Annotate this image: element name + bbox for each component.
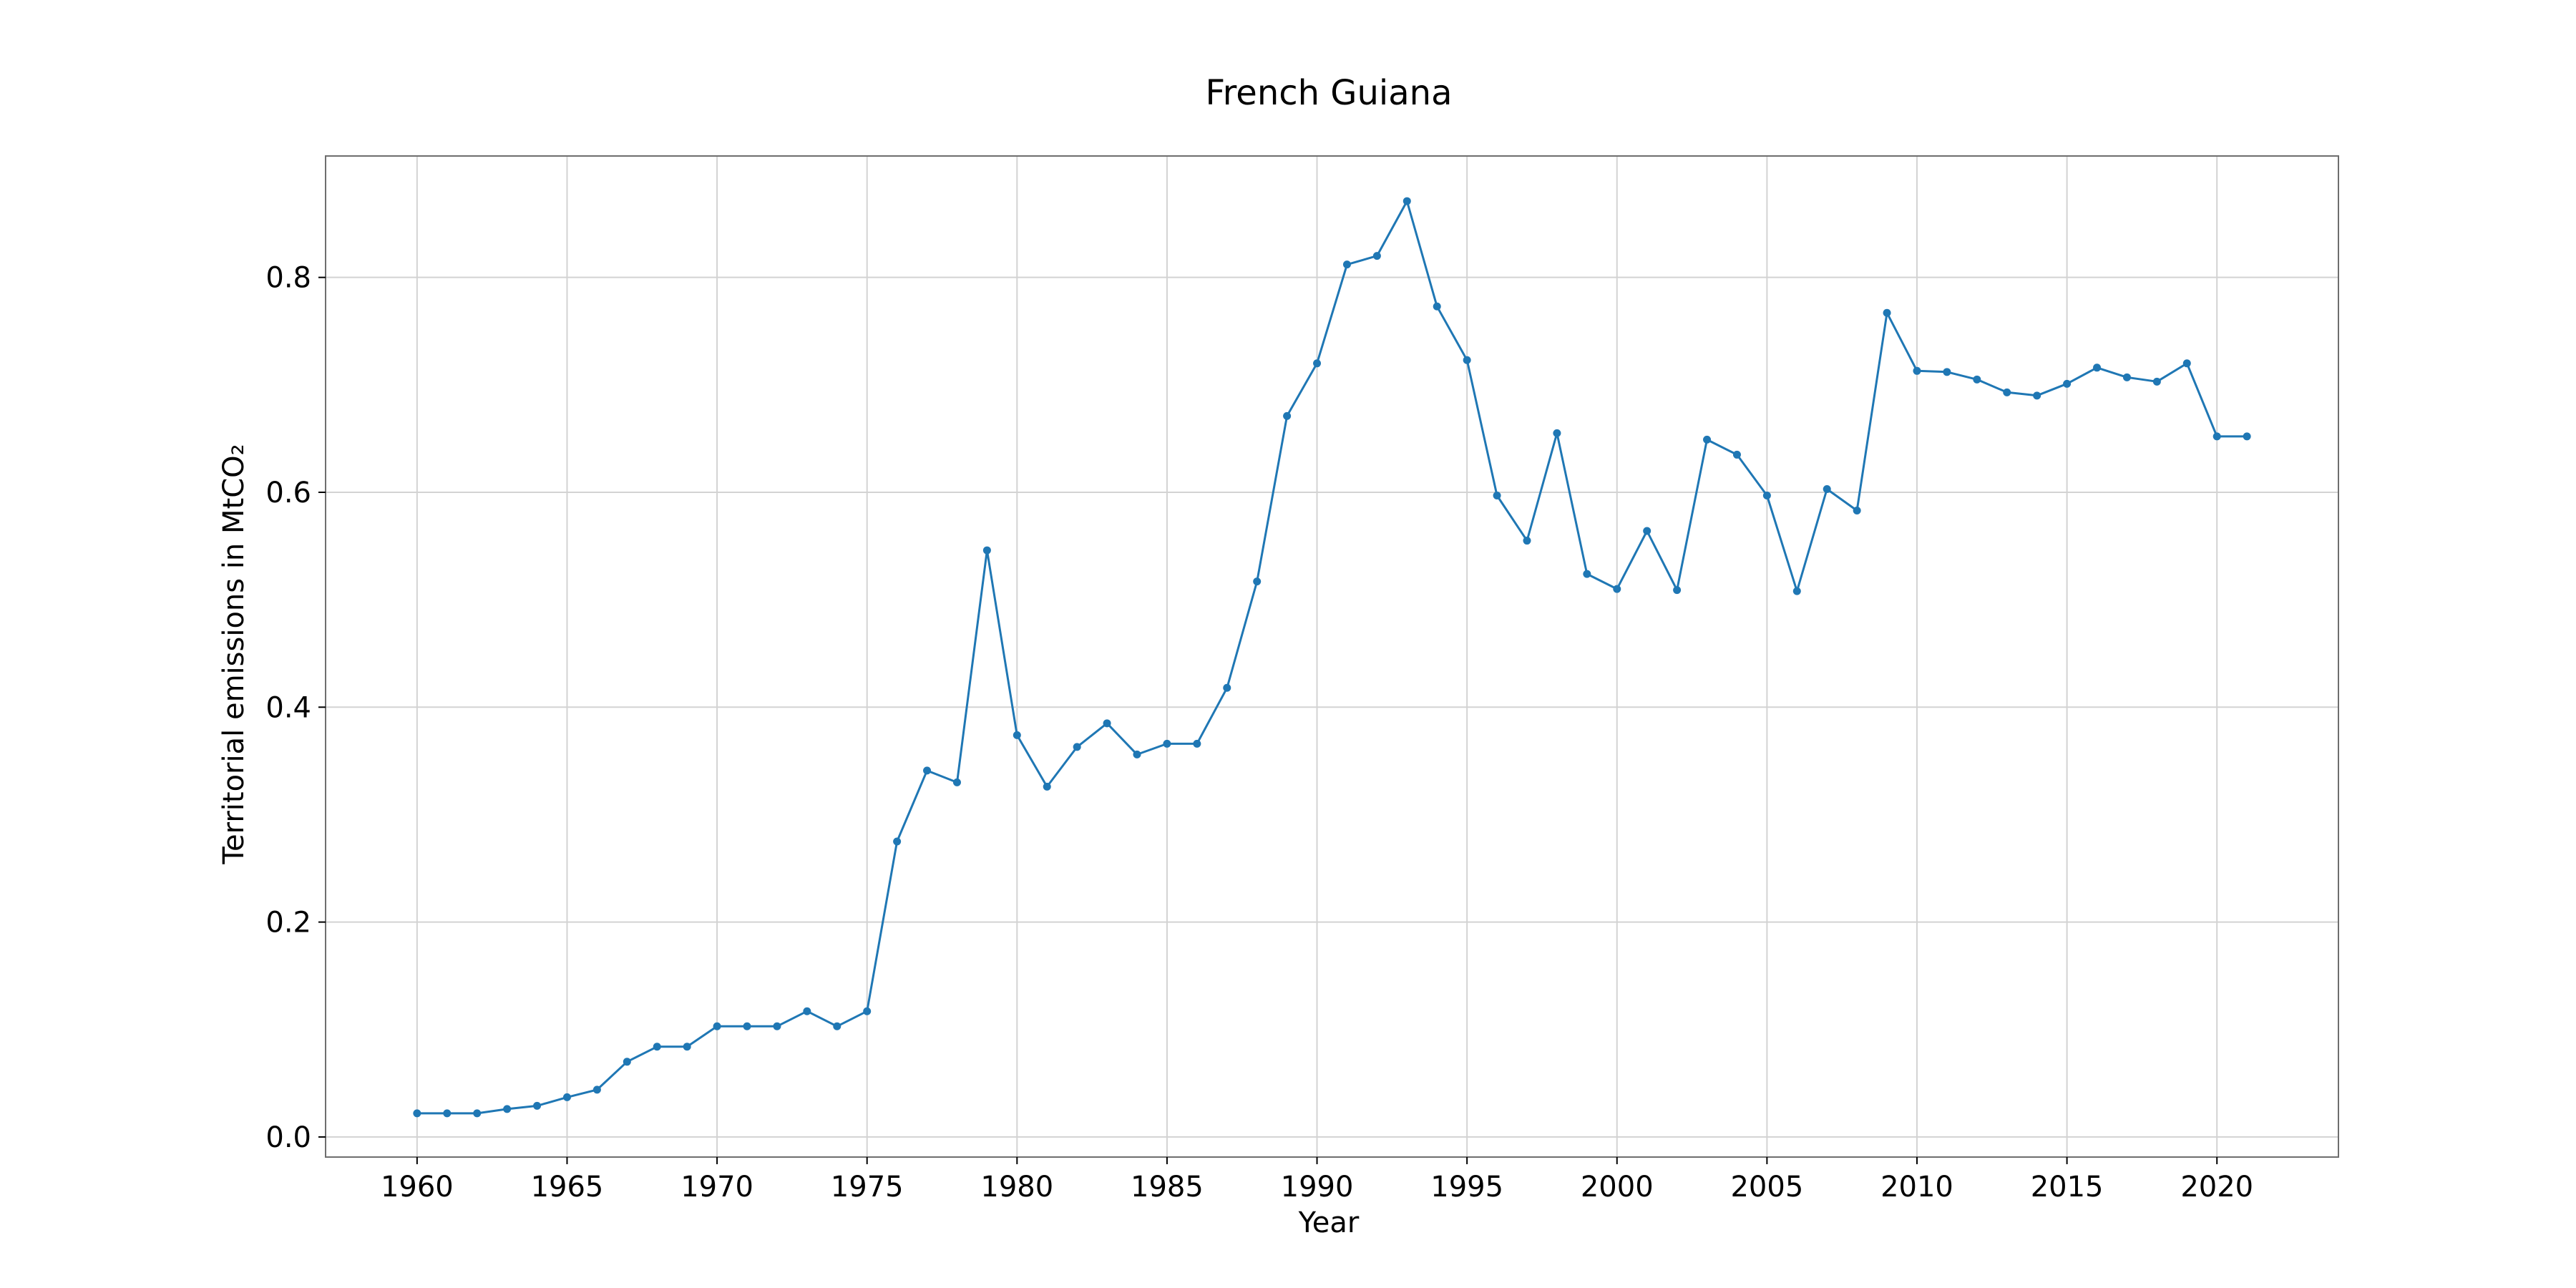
data-point <box>1163 739 1171 748</box>
data-point <box>2243 432 2251 441</box>
x-tick-label: 1990 <box>1281 1171 1354 1204</box>
data-point <box>1973 375 1981 384</box>
data-point <box>1433 302 1441 311</box>
data-point <box>2152 377 2161 386</box>
x-tick-label: 1970 <box>680 1171 753 1204</box>
data-point <box>1493 491 1501 499</box>
y-tick-label: 0.2 <box>265 907 311 940</box>
data-point <box>1913 366 1921 375</box>
data-point <box>653 1043 661 1051</box>
x-axis-label: Year <box>1298 1206 1360 1239</box>
data-point <box>1643 527 1652 535</box>
data-point <box>893 837 902 846</box>
data-point <box>1883 308 1891 317</box>
chart-title: French Guiana <box>1205 73 1452 113</box>
data-point <box>503 1105 512 1113</box>
data-point <box>1043 782 1051 791</box>
series-markers <box>413 197 2251 1118</box>
x-tick-label: 1960 <box>381 1171 454 1204</box>
x-tick-label: 2010 <box>1880 1171 1953 1204</box>
data-point <box>1103 719 1111 728</box>
data-point <box>1762 491 1771 499</box>
data-point <box>743 1022 751 1030</box>
x-tick-label: 2015 <box>2031 1171 2104 1204</box>
data-point <box>713 1022 721 1030</box>
data-point <box>562 1093 571 1101</box>
data-point <box>1943 368 1951 376</box>
data-point <box>683 1043 691 1051</box>
x-tick-label: 1980 <box>980 1171 1053 1204</box>
data-point <box>1703 435 1712 444</box>
data-point <box>1853 507 1861 515</box>
data-point <box>1523 537 1531 545</box>
x-tick-label: 1995 <box>1430 1171 1503 1204</box>
data-point <box>1792 587 1801 595</box>
axis-ticks: 1960 1965 1970 1975 1980 1985 1990 1995 2000 2005… <box>265 262 2253 1204</box>
data-point <box>1193 739 1201 748</box>
data-point <box>1342 260 1351 269</box>
data-point <box>623 1058 631 1066</box>
data-point <box>2033 391 2041 400</box>
plot-area <box>325 155 2339 1158</box>
x-tick-label: 2020 <box>2180 1171 2253 1204</box>
data-point <box>1402 197 1411 205</box>
data-point <box>2182 359 2191 368</box>
data-point <box>1223 683 1231 692</box>
data-point <box>1253 577 1262 586</box>
data-point <box>473 1109 482 1118</box>
data-point <box>1073 743 1081 751</box>
data-point <box>1313 359 1322 368</box>
data-point <box>1583 570 1591 578</box>
data-point <box>2093 364 2102 372</box>
data-point <box>2212 432 2221 441</box>
data-point <box>592 1085 601 1094</box>
data-point <box>1673 586 1682 595</box>
series-line <box>416 200 2248 1115</box>
data-point <box>1823 484 1831 493</box>
data-point <box>1553 429 1561 437</box>
y-axis-label: Territorial emissions in MtCO₂ <box>218 444 250 864</box>
y-tick-label: 0.6 <box>265 477 311 509</box>
y-tick-label: 0.0 <box>265 1121 311 1154</box>
grid <box>326 156 2338 1157</box>
data-point <box>1372 252 1381 260</box>
data-point <box>533 1101 542 1110</box>
data-point <box>833 1022 841 1030</box>
data-point <box>1613 585 1621 593</box>
series <box>413 197 2251 1118</box>
data-point <box>952 778 961 786</box>
data-point <box>1283 411 1292 420</box>
data-point <box>773 1022 781 1030</box>
x-tick-label: 1985 <box>1131 1171 1204 1204</box>
data-point <box>923 766 932 775</box>
x-tick-label: 2000 <box>1581 1171 1654 1204</box>
data-point <box>1463 356 1471 364</box>
data-point <box>1732 450 1741 459</box>
data-point <box>2063 379 2072 388</box>
data-point <box>413 1109 421 1118</box>
x-tick-label: 1975 <box>831 1171 904 1204</box>
data-point <box>1133 750 1141 758</box>
y-tick-label: 0.4 <box>265 691 311 724</box>
data-point <box>863 1007 872 1015</box>
data-point <box>2122 373 2131 381</box>
x-tick-label: 2005 <box>1730 1171 1803 1204</box>
data-point <box>1013 731 1021 739</box>
data-point <box>803 1007 811 1015</box>
data-point <box>2003 388 2011 396</box>
data-point <box>982 546 991 555</box>
y-tick-label: 0.8 <box>265 262 311 295</box>
x-tick-label: 1965 <box>531 1171 604 1204</box>
data-point <box>443 1109 452 1118</box>
